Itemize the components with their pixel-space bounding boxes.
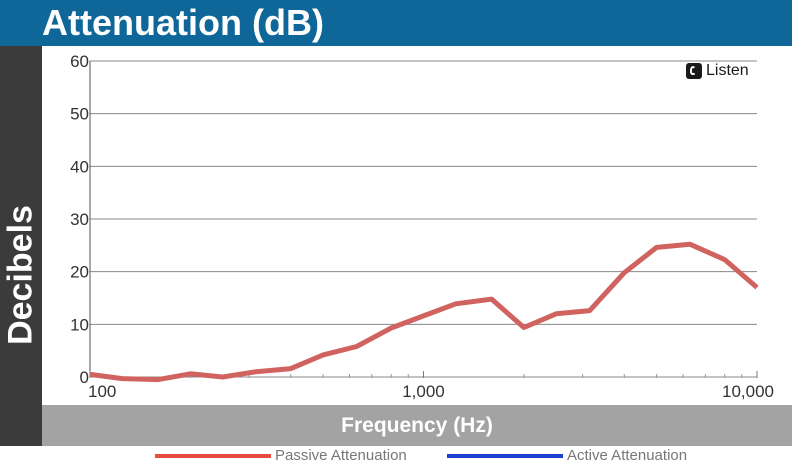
legend-item-active: Active Attenuation [447,447,687,465]
legend: Passive Attenuation Active Attenuation [0,446,792,466]
x-axis-label-bar: Frequency (Hz) [42,405,792,446]
legend-swatch-active [447,454,563,458]
x-tick-label: 1,000 [402,382,445,401]
series-line-passive [89,241,759,383]
grid-layer [89,60,758,378]
series-layer [89,241,759,383]
y-tick-label: 30 [70,210,89,229]
legend-swatch-passive [155,454,271,458]
brand-name: Listen [706,62,749,79]
brand-logo: Listen [686,62,749,80]
x-tick-label: 10,000 [722,382,774,401]
y-tick-label: 10 [70,315,89,334]
legend-item-passive: Passive Attenuation [155,447,407,465]
y-axis-label-bar: Decibels [0,46,42,446]
x-tick-label: 100 [88,382,116,401]
y-tick-label: 0 [80,368,89,387]
x-axis-label: Frequency (Hz) [341,414,493,437]
title-bar: Attenuation (dB) [0,0,792,46]
y-tick-label: 40 [70,157,89,176]
y-tick-label: 20 [70,263,89,282]
y-tick-label: 60 [70,52,89,71]
listen-logo-icon [686,63,702,79]
chart-title: Attenuation (dB) [42,2,324,43]
y-tick-label: 50 [70,105,89,124]
legend-label-passive: Passive Attenuation [275,447,407,464]
legend-label-active: Active Attenuation [567,447,688,464]
tick-layer: 0 10 20 30 40 50 60 100 1,000 10,000 [70,52,774,401]
